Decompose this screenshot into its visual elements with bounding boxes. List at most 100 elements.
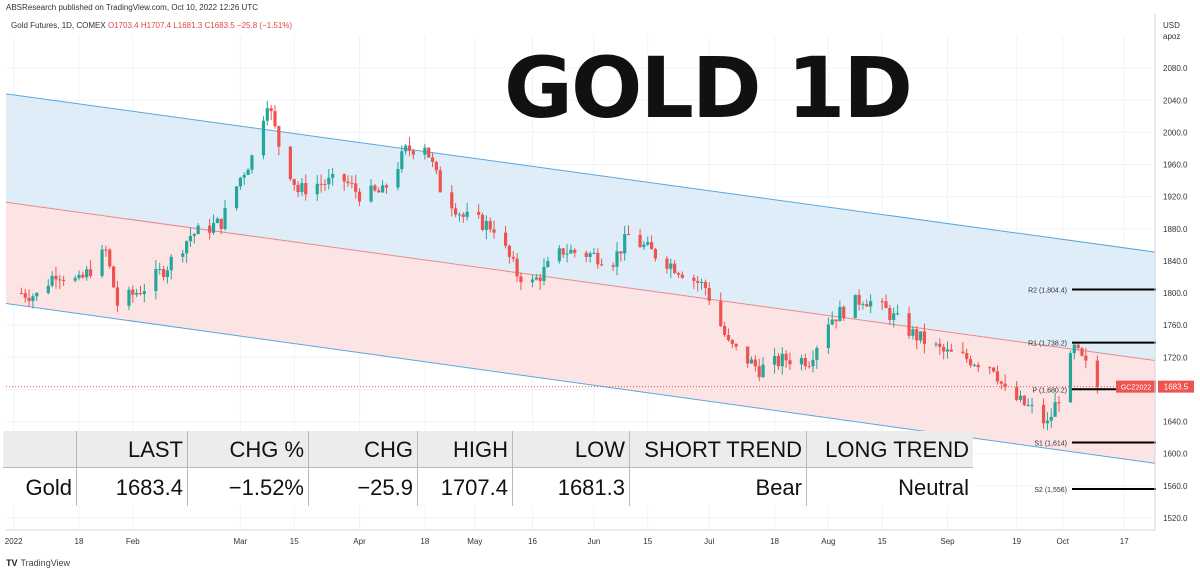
candle [480, 212, 485, 232]
candle [62, 275, 66, 286]
candle-body [573, 249, 577, 253]
candle [853, 294, 857, 319]
candle-body [788, 360, 792, 365]
candle-body [234, 186, 239, 209]
candle [181, 249, 185, 263]
candle-body [300, 183, 304, 192]
candle-body [215, 218, 219, 223]
candle-body [811, 359, 815, 367]
candle [884, 294, 888, 309]
candle [726, 328, 731, 342]
cell-name: Gold [3, 467, 77, 506]
candle [961, 341, 965, 355]
candle-body [185, 241, 189, 254]
candle-body [430, 157, 435, 162]
candle-body [665, 258, 669, 269]
candle [154, 260, 158, 300]
candle-body [653, 249, 658, 259]
candle-body [380, 185, 385, 193]
header-cell-low: LOW [512, 431, 630, 468]
candle [315, 175, 319, 201]
candle [450, 185, 454, 217]
candle-body [246, 169, 250, 176]
candle [565, 244, 569, 263]
candle-body [1049, 416, 1053, 421]
candle [342, 173, 346, 191]
tradingview-footer[interactable]: TV TradingView [6, 558, 70, 568]
symbol-tag [1116, 380, 1156, 393]
candle [188, 227, 193, 247]
candle [192, 232, 196, 244]
candle [115, 280, 120, 312]
header-cell-high: HIGH [417, 431, 513, 468]
candle [111, 265, 116, 288]
x-tick-label: 18 [420, 537, 429, 546]
candle [895, 304, 900, 316]
cell-low: 1681.3 [512, 467, 630, 506]
candle [619, 251, 623, 262]
candle [384, 183, 389, 194]
y-tick-label: 1600.0 [1163, 450, 1188, 459]
candle-body [642, 244, 646, 248]
candle [380, 180, 385, 193]
candle-body [995, 371, 1000, 382]
candle [922, 323, 927, 354]
candle-body [296, 184, 300, 192]
candle-body [557, 248, 561, 262]
candle-body [888, 308, 892, 320]
tradingview-brand: TradingView [20, 558, 71, 568]
candle [968, 355, 973, 368]
candle-body [323, 184, 327, 186]
candle-body [761, 364, 765, 378]
candle [696, 275, 700, 292]
ohlc-values: O1703.4 H1707.4 L1681.3 C1683.5 −25.8 (−… [107, 21, 293, 30]
candle [488, 217, 492, 233]
candle [430, 153, 435, 168]
candle [995, 365, 1000, 385]
candle [511, 250, 515, 262]
candle-body [945, 349, 950, 352]
candle [477, 204, 481, 219]
candle [584, 250, 588, 263]
candle [88, 260, 93, 279]
candle [135, 288, 139, 298]
y-tick-label: 1760.0 [1163, 321, 1188, 330]
header-cell-last: LAST [76, 431, 188, 468]
candle [673, 260, 677, 274]
channel-upper-line [6, 93, 1155, 253]
candle-body [354, 183, 358, 192]
candle [503, 225, 508, 249]
candle-body [895, 313, 900, 315]
candle-body [154, 269, 158, 292]
candle [457, 212, 462, 222]
y-tick-label: 1640.0 [1163, 418, 1188, 427]
candle-body [277, 126, 281, 147]
candle-body [265, 108, 269, 121]
candle [546, 256, 550, 268]
candle-body [922, 331, 927, 344]
candle-body [454, 208, 458, 215]
candle [85, 265, 89, 281]
candle-body [434, 161, 438, 171]
x-tick-label: 17 [1120, 537, 1129, 546]
overlay-title: GOLD 1D [504, 39, 913, 137]
candle-body [108, 249, 112, 267]
candle-body [826, 324, 830, 349]
x-tick-label: Sep [940, 537, 955, 546]
header-cell-long-trend: LONG TREND [806, 431, 973, 468]
y-tick-label: 1960.0 [1163, 161, 1188, 170]
x-tick-label: Aug [821, 537, 835, 546]
candle-body [238, 177, 243, 187]
candle-body [357, 191, 362, 202]
candle [830, 311, 834, 326]
candle-body [373, 185, 377, 191]
candle [423, 143, 427, 160]
candle [1084, 347, 1088, 369]
candle-body [746, 346, 750, 364]
candle [454, 203, 458, 218]
candle-body [880, 301, 884, 303]
candle-body [519, 276, 523, 283]
cell-high: 1707.4 [417, 467, 513, 506]
candle [815, 345, 819, 369]
candle-body [600, 264, 604, 266]
